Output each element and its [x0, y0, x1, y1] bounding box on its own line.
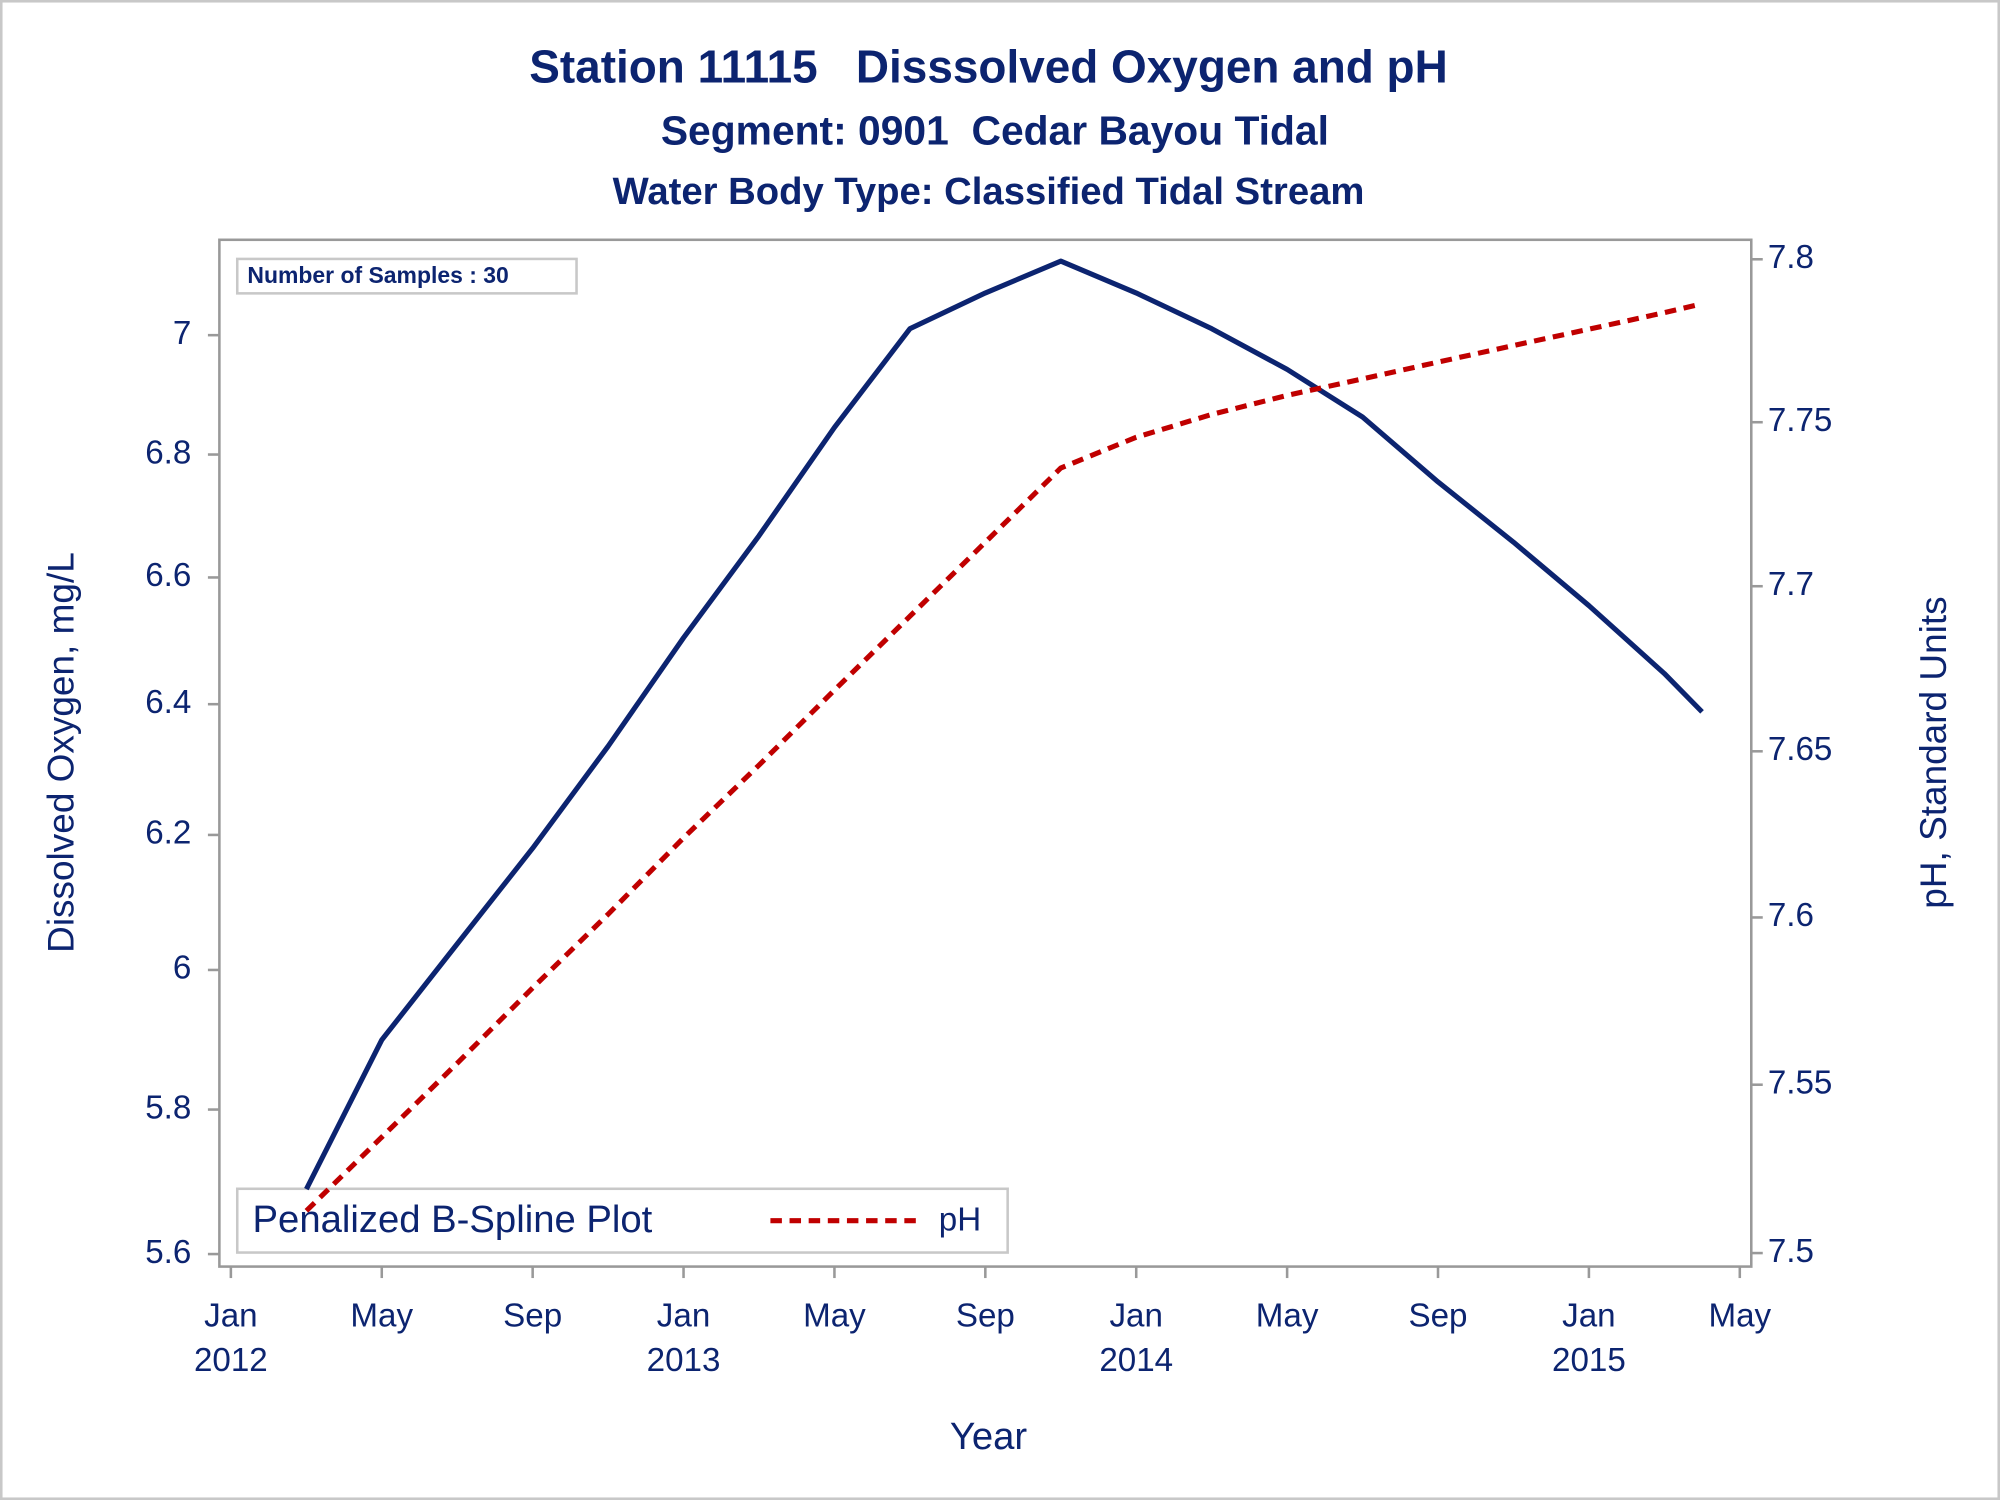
legend-box	[235, 1187, 1009, 1254]
chart-title: Station 11115 Disssolved Oxygen and pH	[529, 40, 1447, 92]
x-tick-label: Jan	[204, 1297, 257, 1334]
x-tick-label: Jan	[1109, 1297, 1162, 1334]
x-tick-label: May	[1256, 1297, 1319, 1334]
y2-axis-label: pH, Standard Units	[1913, 596, 1954, 908]
y2-tick-label: 7.7	[1768, 566, 1814, 603]
x-tick-label: Jan	[1562, 1297, 1615, 1334]
x-tick-label: Sep	[1409, 1297, 1468, 1334]
y-tick-label: 7	[173, 315, 191, 352]
data-line	[304, 301, 1703, 1213]
y2-tick-label: 7.5	[1768, 1233, 1814, 1270]
y2-tick-label: 7.6	[1768, 897, 1814, 934]
y-axis-label: Dissolved Oxygen, mg/L	[41, 552, 82, 953]
y2-tick-label: 7.8	[1768, 239, 1814, 276]
y2-tick-label: 7.75	[1768, 402, 1833, 439]
legend-title: Penalized B-Spline Plot	[253, 1198, 653, 1241]
y-tick-label: 5.6	[145, 1234, 191, 1271]
y2-tick-label: 7.55	[1768, 1064, 1833, 1101]
y-tick-label: 5.8	[145, 1089, 191, 1126]
y-tick-label: 6.2	[145, 815, 191, 852]
annotation-box	[235, 257, 578, 295]
x-tick-label: May	[350, 1297, 413, 1334]
x-tick-label: May	[803, 1297, 866, 1334]
x-tick-label: 2014	[1099, 1342, 1173, 1379]
x-tick-label: Sep	[956, 1297, 1015, 1334]
x-axis-label: Year	[950, 1415, 1028, 1458]
y-tick-label: 6.8	[145, 434, 191, 471]
x-tick-label: May	[1708, 1297, 1771, 1334]
x-tick-label: Sep	[503, 1297, 562, 1334]
y-tick-label: 6.6	[145, 557, 191, 594]
data-line	[304, 258, 1704, 1191]
legend-label: pH	[939, 1202, 981, 1239]
y-tick-label: 6	[173, 950, 191, 987]
y2-tick-label: 7.65	[1768, 731, 1833, 768]
chart-subtitle: Segment: 0901 Cedar Bayou Tidal	[661, 108, 1329, 154]
x-tick-label: Jan	[657, 1297, 710, 1334]
annotation: Number of Samples : 30	[247, 262, 508, 288]
x-tick-label: 2012	[194, 1342, 268, 1379]
x-tick-label: 2013	[647, 1342, 721, 1379]
y-tick-label: 6.4	[145, 684, 191, 721]
x-tick-label: 2015	[1552, 1342, 1626, 1379]
chart-subtitle: Water Body Type: Classified Tidal Stream	[613, 170, 1365, 213]
